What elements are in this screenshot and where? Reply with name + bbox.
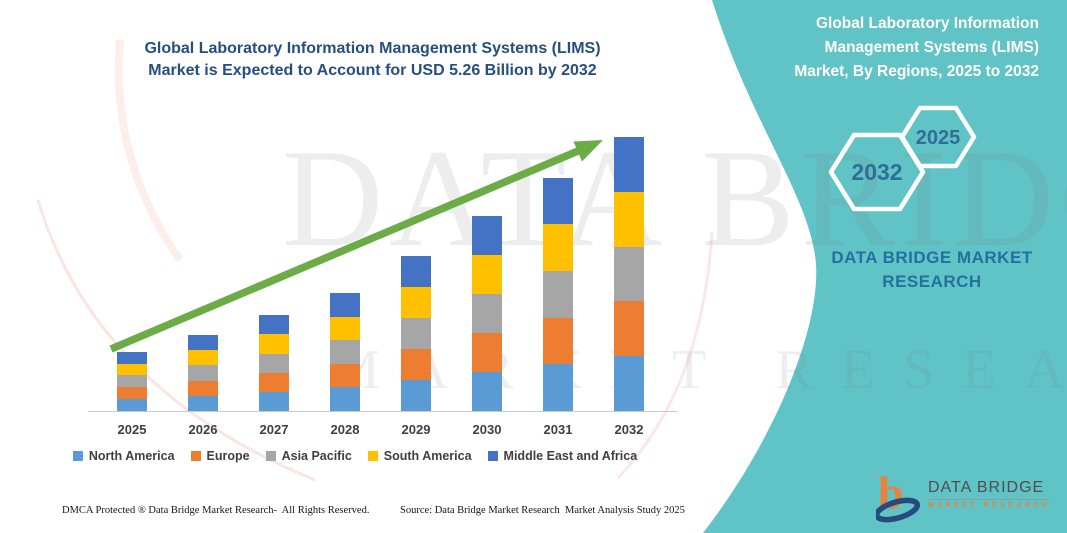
- right-panel-title-line3: Market, By Regions, 2025 to 2032: [794, 63, 1039, 81]
- segment-asia-pacific-2030: [472, 294, 502, 334]
- stacked-bar-2029: [401, 255, 431, 411]
- segment-europe-2029: [401, 348, 431, 380]
- segment-south-america-2027: [259, 334, 289, 354]
- chart-title-line2: Market is Expected to Account for USD 5.…: [148, 62, 597, 80]
- segment-europe-2028: [330, 363, 360, 388]
- source-text: Source: Data Bridge Market Research Mark…: [400, 505, 685, 516]
- stacked-bar-2031: [543, 177, 573, 411]
- x-tick-2027: 2027: [259, 422, 289, 437]
- x-tick-2026: 2026: [188, 422, 218, 437]
- segment-south-america-2025: [117, 363, 147, 376]
- segment-middle-east-and-africa-2028: [330, 293, 360, 317]
- chart-title: Global Laboratory Information Management…: [70, 38, 675, 82]
- segment-south-america-2030: [472, 255, 502, 295]
- x-tick-2030: 2030: [472, 422, 502, 437]
- hexagon-2032-label: 2032: [851, 159, 902, 185]
- segment-south-america-2028: [330, 316, 360, 341]
- x-tick-2029: 2029: [401, 422, 431, 437]
- hexagon-2025-label: 2025: [916, 127, 961, 149]
- segment-north-america-2030: [472, 372, 502, 411]
- segment-europe-2026: [188, 380, 218, 396]
- segment-asia-pacific-2025: [117, 375, 147, 388]
- logo-name: DATA BRIDGE: [928, 479, 1051, 500]
- legend-label: North America: [88, 449, 175, 463]
- segment-south-america-2029: [401, 286, 431, 318]
- legend-item-middle-east-and-africa: Middle East and Africa: [487, 449, 638, 463]
- x-tick-2032: 2032: [614, 422, 644, 437]
- chart-title-line1: Global Laboratory Information Management…: [144, 40, 601, 57]
- dbmr-logo-icon: b: [876, 467, 920, 523]
- segment-north-america-2028: [330, 387, 360, 411]
- segment-europe-2032: [614, 301, 644, 357]
- stacked-bar-chart: 2025 2026 2027 2028 2029 2030 2031 2032: [88, 122, 688, 437]
- segment-middle-east-and-africa-2030: [472, 216, 502, 256]
- stacked-bar-2025: [117, 351, 147, 411]
- brand-wordmark: DATA BRIDGE MARKET RESEARCH: [831, 248, 1033, 291]
- hexagon-badges: 2032 2025: [828, 105, 977, 212]
- legend-swatch: [190, 451, 201, 461]
- legend-swatch: [265, 451, 276, 461]
- segment-europe-2027: [259, 372, 289, 392]
- legend-label: South America: [383, 449, 472, 463]
- legend-swatch: [72, 451, 83, 461]
- segment-north-america-2027: [259, 391, 289, 411]
- segment-europe-2030: [472, 333, 502, 373]
- right-panel-title-line1: Global Laboratory Information: [815, 15, 1039, 32]
- legend-label: Europe: [206, 449, 250, 463]
- segment-north-america-2026: [188, 395, 218, 411]
- stacked-bar-2032: [614, 137, 644, 411]
- legend-item-south-america: South America: [367, 449, 472, 463]
- segment-europe-2025: [117, 387, 147, 400]
- segment-asia-pacific-2026: [188, 365, 218, 381]
- legend-item-europe: Europe: [190, 449, 250, 463]
- stacked-bar-2026: [188, 334, 218, 411]
- x-tick-2031: 2031: [543, 422, 573, 437]
- segment-south-america-2026: [188, 350, 218, 366]
- legend-label: Asia Pacific: [281, 449, 352, 463]
- dmca-copyright-text: DMCA Protected ® Data Bridge Market Rese…: [62, 505, 370, 516]
- stacked-bar-2027: [259, 315, 289, 411]
- segment-asia-pacific-2031: [543, 271, 573, 318]
- segment-north-america-2032: [614, 356, 644, 411]
- segment-middle-east-and-africa-2025: [117, 351, 147, 364]
- segment-middle-east-and-africa-2031: [543, 177, 573, 225]
- segment-middle-east-and-africa-2032: [614, 137, 644, 192]
- legend-swatch: [487, 451, 498, 461]
- legend-label: Middle East and Africa: [503, 449, 638, 463]
- x-axis-line: [88, 411, 678, 412]
- chart-legend: North America Europe Asia Pacific South Ame…: [25, 449, 685, 463]
- segment-asia-pacific-2032: [614, 246, 644, 302]
- segment-north-america-2031: [543, 364, 573, 411]
- legend-item-asia-pacific: Asia Pacific: [265, 449, 352, 463]
- legend-swatch: [367, 451, 378, 461]
- segment-north-america-2029: [401, 379, 431, 411]
- segment-middle-east-and-africa-2029: [401, 255, 431, 287]
- segment-middle-east-and-africa-2027: [259, 315, 289, 335]
- x-tick-2025: 2025: [117, 422, 147, 437]
- dbmr-logo: b DATA BRIDGE MARKET RESEARCH: [876, 466, 1051, 526]
- hexagon-2025: [899, 105, 977, 169]
- segment-middle-east-and-africa-2026: [188, 334, 218, 351]
- stacked-bar-2030: [472, 216, 502, 411]
- right-panel-title-line2: Management Systems (LIMS): [824, 39, 1039, 57]
- x-tick-2028: 2028: [330, 422, 360, 437]
- segment-europe-2031: [543, 317, 573, 365]
- segment-asia-pacific-2029: [401, 317, 431, 349]
- segment-asia-pacific-2028: [330, 340, 360, 364]
- right-panel-title: Global Laboratory Information Management…: [729, 12, 1039, 84]
- hexagon-2032: [828, 132, 926, 212]
- segment-north-america-2025: [117, 399, 147, 411]
- segment-asia-pacific-2027: [259, 353, 289, 373]
- stacked-bar-2028: [330, 293, 360, 411]
- logo-subtitle: MARKET RESEARCH: [928, 502, 1051, 509]
- segment-south-america-2032: [614, 191, 644, 247]
- segment-south-america-2031: [543, 224, 573, 272]
- legend-item-north-america: North America: [72, 449, 175, 463]
